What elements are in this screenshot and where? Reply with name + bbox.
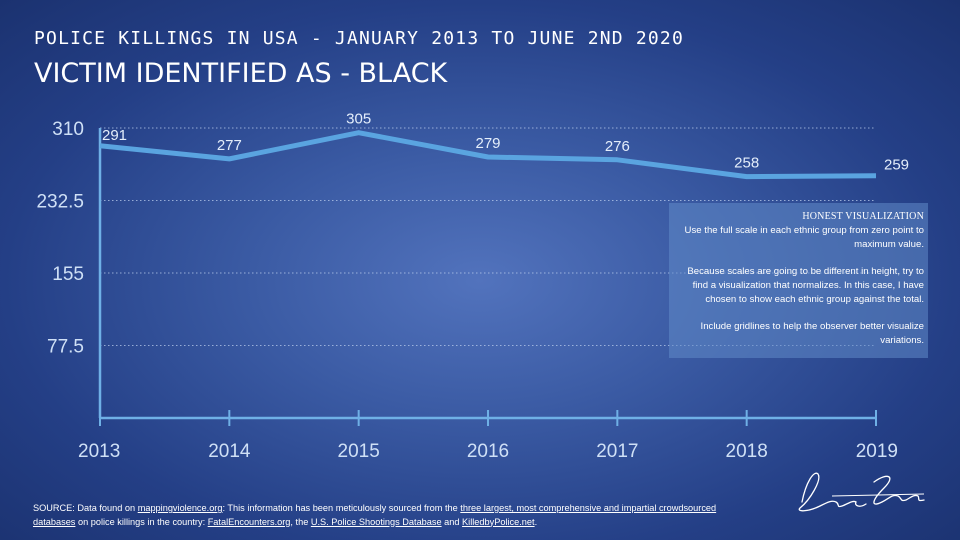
data-label: 305 (346, 111, 371, 128)
note-title: HONEST VISUALIZATION (802, 211, 924, 222)
data-label: 291 (102, 127, 127, 144)
source-link-mappingviolence[interactable]: mappingviolence.org (137, 503, 223, 513)
y-tick-label: 155 (52, 264, 84, 285)
x-tick-label: 2018 (726, 441, 768, 462)
source-link-fatalencounters[interactable]: FatalEncounters.org (207, 516, 291, 527)
source-link-killedbypolice[interactable]: KilledbyPolice.net (462, 516, 535, 527)
source-text-1: : This information has been meticulously… (222, 503, 461, 513)
x-tick-label: 2013 (78, 441, 120, 462)
data-label: 276 (605, 138, 630, 155)
source-footnote: SOURCE: Data found on mappingviolence.or… (33, 502, 733, 529)
line-chart: 310 232.5 155 77.5 2013 2014 2015 2016 2017 2018… (36, 111, 909, 462)
source-link-police-shootings-db[interactable]: U.S. Police Shootings Database (310, 516, 442, 527)
note-paragraph-1: Use the full scale in each ethnic group … (684, 225, 924, 250)
note-paragraph-3: Include gridlines to help the observer b… (700, 321, 924, 346)
series-group (99, 130, 877, 180)
source-link-databases[interactable]: three largest, most comprehensive and im… (33, 503, 717, 527)
y-tick-label: 77.5 (47, 337, 84, 358)
source-prefix: SOURCE: Data found on (33, 503, 138, 513)
data-label: 259 (884, 157, 909, 174)
source-text-3: , the (290, 516, 311, 527)
x-tick-label: 2015 (338, 441, 380, 462)
y-axis-ticks: 310 232.5 155 77.5 (36, 119, 84, 358)
x-tick-label: 2014 (208, 441, 251, 462)
data-label: 279 (475, 135, 500, 152)
x-tick-label: 2019 (856, 441, 898, 462)
y-tick-label: 310 (52, 119, 84, 140)
source-text-2: on police killings in the country: (75, 516, 208, 527)
chart-supertitle: POLICE KILLINGS IN USA - JANUARY 2013 TO… (34, 28, 684, 49)
data-label: 277 (217, 137, 242, 154)
source-text-4: and (441, 516, 463, 527)
y-tick-label: 232.5 (36, 192, 84, 213)
source-suffix: . (534, 516, 538, 527)
gridlines (100, 127, 876, 346)
x-tick-label: 2017 (596, 441, 638, 462)
x-tick-label: 2016 (467, 441, 509, 462)
note-paragraph-2: Because scales are going to be different… (687, 266, 924, 305)
data-labels: 291 277 305 279 276 258 259 (102, 111, 909, 174)
series-line (99, 130, 877, 180)
chart-title: VICTIM IDENTIFIED AS - BLACK (34, 58, 448, 89)
honest-visualization-note: HONEST VISUALIZATION Use the full scale … (669, 203, 928, 358)
x-axis-ticks: 2013 2014 2015 2016 2017 2018 2019 (78, 410, 898, 462)
author-signature (798, 472, 925, 512)
data-label: 258 (734, 155, 759, 172)
